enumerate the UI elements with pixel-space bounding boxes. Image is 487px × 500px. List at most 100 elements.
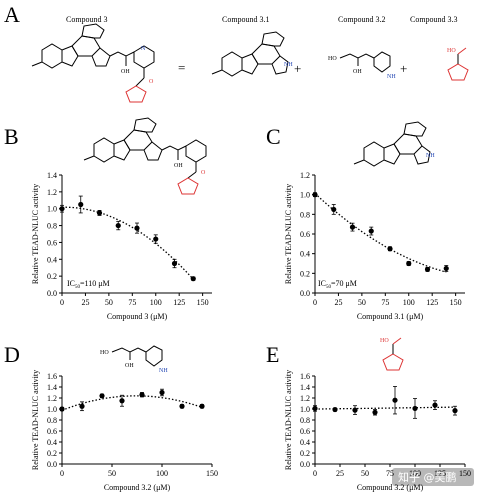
panel-label-e: E [266, 342, 279, 367]
data-point [59, 206, 65, 212]
inset-ho-label: HO [100, 350, 109, 356]
inset-nh-label: NH [426, 153, 435, 159]
compound-3-structure [31, 23, 155, 103]
data-point [159, 389, 165, 396]
trend-line [314, 406, 456, 410]
x-tick-label: 50 [105, 298, 113, 307]
data-point [171, 260, 178, 267]
y-tick-label: 1.0 [300, 191, 310, 200]
x-tick-label: 0 [60, 298, 64, 307]
y-tick-label: 1.0 [47, 405, 57, 414]
x-tick-label: 75 [128, 298, 136, 307]
panel-a: A Compound 3 Compound 3.1 Compound 3.2 C… [4, 2, 469, 103]
chart-c: 0.0 0.2 0.4 0.6 0.8 1.0 1.2 0 25 50 75 100 125 150 Com… [284, 171, 465, 321]
y-tick-label: 0.0 [47, 289, 57, 298]
compound-3-name: Compound 3 [66, 15, 108, 24]
y-tick-label: 0.4 [47, 255, 57, 264]
panel-label-a: A [4, 2, 20, 27]
inset-oh-label: OH [174, 163, 183, 169]
x-tick-label: 50 [108, 469, 116, 478]
x-tick-label: 150 [459, 469, 471, 478]
data-point [96, 210, 103, 216]
x-tick-label: 150 [197, 298, 209, 307]
compound-3-1-structure [211, 31, 289, 77]
trend-line [61, 395, 203, 411]
y-tick-label: 0.4 [300, 250, 310, 259]
x-axis-label: Compound 3.2 (μM) [104, 483, 171, 492]
data-point [387, 246, 393, 252]
y-tick-label: 0.2 [47, 272, 57, 281]
equals-sign: = [178, 60, 185, 75]
y-axis-label: Relative TEAD-NLUC activity [31, 184, 40, 284]
y-tick-label: 1.2 [300, 171, 310, 180]
x-tick-label: 150 [450, 298, 462, 307]
nh-label-a: NH [284, 62, 293, 68]
x-tick-label: 100 [150, 298, 162, 307]
panel-c: C NH 0.0 0.2 0.4 0.6 0.8 1.0 1.2 0 25 50 75 100 125 1… [266, 121, 465, 321]
data-point [412, 405, 418, 412]
data-point [78, 201, 84, 208]
data-point [372, 409, 378, 415]
panel-d: D HO OH NH 0.0 0.2 0.4 0.6 0.8 1.0 1.2 1.4 1.6 0 5… [4, 342, 218, 492]
y-tick-label: 1.0 [47, 205, 57, 214]
inset-nh-label-d: NH [159, 368, 168, 374]
y-tick-label: 0.8 [47, 222, 57, 231]
o-label: O [149, 79, 154, 85]
y-axis-label: Relative TEAD-NLUC activity [284, 184, 293, 284]
y-tick-label: 0.6 [300, 427, 310, 436]
svg-text:IC50=70 μM: IC50=70 μM [318, 279, 357, 290]
data-point [134, 225, 140, 231]
y-tick-label: 0.2 [300, 269, 310, 278]
data-point [349, 224, 356, 230]
ic50-prefix: IC [67, 279, 75, 288]
x-tick-label: 0 [313, 298, 317, 307]
chart-d: 0.0 0.2 0.4 0.6 0.8 1.0 1.2 1.4 1.6 0 50 100 150 Comp… [31, 370, 218, 492]
y-tick-label: 0.8 [300, 416, 310, 425]
y-tick-label: 0.0 [300, 289, 310, 298]
data-point [406, 260, 412, 267]
x-tick-label: 25 [334, 298, 342, 307]
y-tick-label: 1.2 [300, 394, 310, 403]
chart-e: 0.0 0.2 0.4 0.6 0.8 1.0 1.2 1.4 1.6 0 25 50 75 100 125… [284, 370, 471, 492]
x-tick-label: 125 [426, 298, 438, 307]
data-point [190, 276, 196, 282]
data-point [139, 392, 145, 398]
data-point [443, 265, 449, 272]
trend-line [62, 206, 194, 280]
ic50-annotation-c: IC50=70 μM [318, 279, 357, 290]
y-tick-label: 0.2 [47, 449, 57, 458]
x-tick-label: 125 [173, 298, 185, 307]
compound-3-2-inset-structure [111, 345, 163, 367]
ic50-annotation-b: IC50=110 μM [67, 279, 110, 290]
data-point [392, 397, 398, 403]
x-tick-label: 75 [381, 298, 389, 307]
panel-e: E HO 0.0 0.2 0.4 0.6 0.8 1.0 1.2 1.4 1.6 0 25 50 75 1… [266, 337, 471, 492]
y-axis-label: Relative TEAD-NLUC activity [31, 370, 40, 470]
compound-3-3-name: Compound 3.3 [410, 15, 458, 24]
compound-3-3-inset-structure [382, 337, 404, 371]
y-tick-label: 0.4 [300, 438, 310, 447]
y-tick-label: 0.2 [300, 449, 310, 458]
hydroxyl-label: OH [121, 69, 130, 75]
y-tick-label: 1.6 [47, 372, 57, 381]
data-point [99, 393, 105, 399]
x-axis-label: Compound 3.1 (μM) [357, 312, 424, 321]
n-label: N [141, 46, 146, 52]
y-tick-label: 1.4 [47, 171, 57, 180]
compound-3-1-name: Compound 3.1 [222, 15, 270, 24]
y-tick-label: 0.6 [300, 230, 310, 239]
y-tick-label: 1.6 [300, 372, 310, 381]
y-axis-label: Relative TEAD-NLUC activity [284, 370, 293, 470]
data-point [59, 406, 65, 412]
y-tick-label: 1.2 [47, 394, 57, 403]
data-point [432, 402, 438, 408]
x-tick-label: 150 [206, 469, 218, 478]
x-tick-label: 100 [156, 469, 168, 478]
data-point [115, 222, 121, 229]
oh-label-a: OH [353, 69, 362, 75]
inset-3-2-atoms: HO OH NH [100, 350, 168, 374]
inset-oh-label-d: OH [125, 363, 134, 369]
svg-text:IC50=110 μM: IC50=110 μM [67, 279, 110, 290]
data-point [331, 206, 337, 213]
